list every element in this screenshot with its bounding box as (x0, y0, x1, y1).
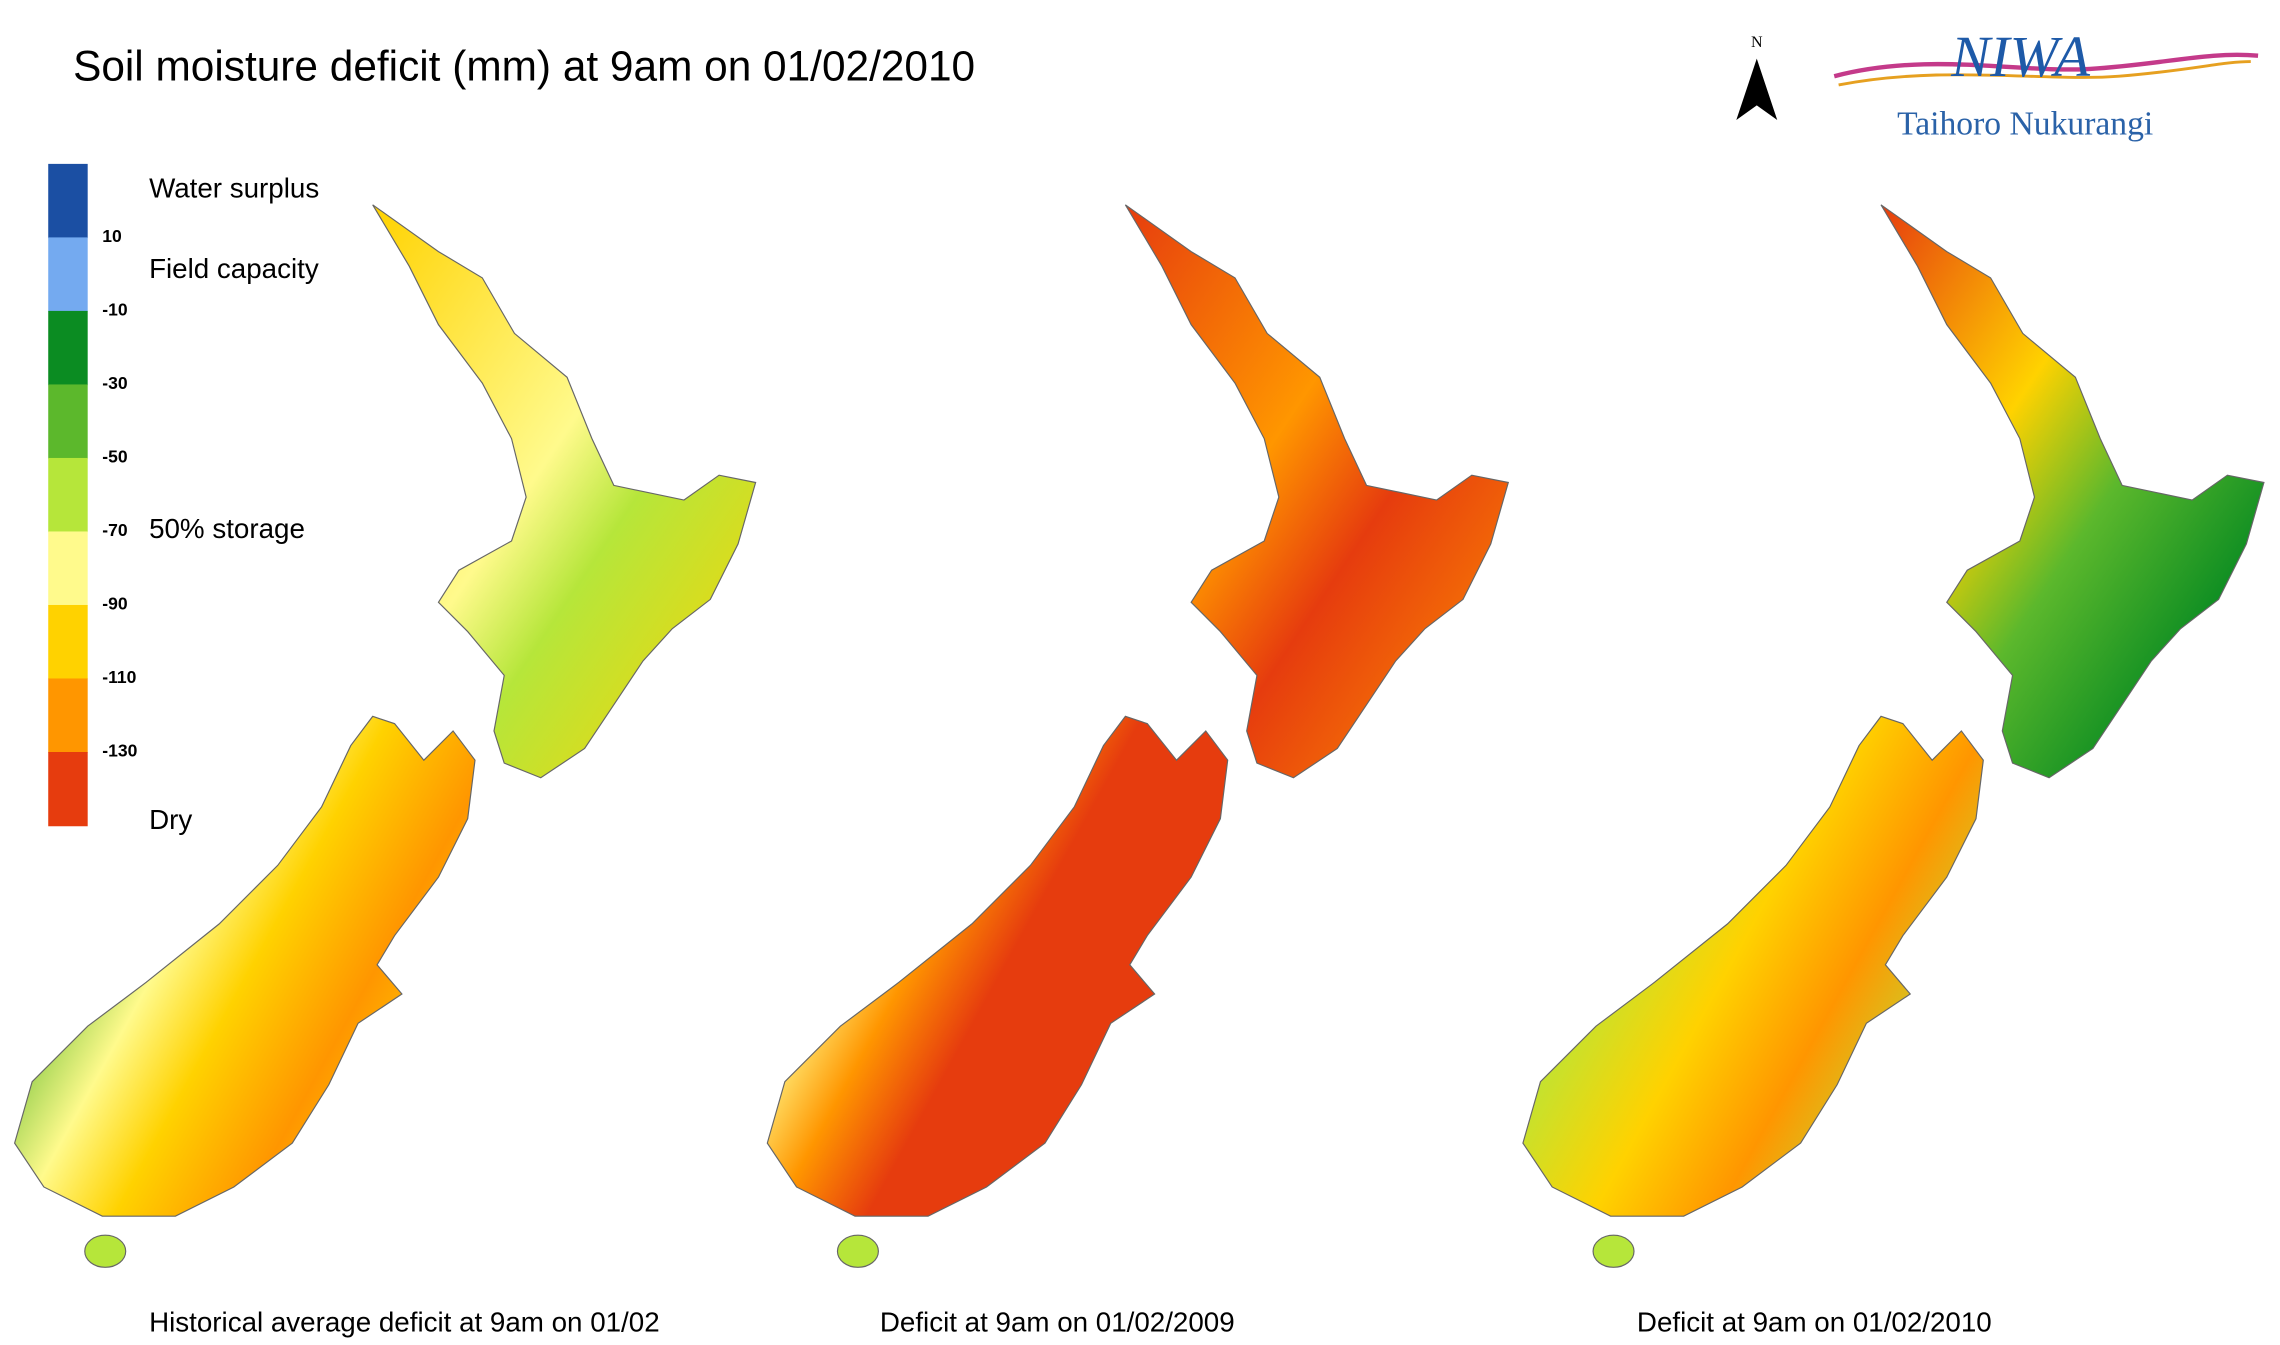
legend-swatch (48, 752, 88, 827)
logo-name: NIWA (1950, 24, 2090, 89)
legend-swatch (48, 384, 88, 459)
legend-tick: 10 (102, 226, 122, 246)
nz-map (13, 204, 757, 1268)
map-caption: Historical average deficit at 9am on 01/… (149, 1307, 660, 1338)
legend-label: Water surplus (149, 173, 319, 204)
title: Soil moisture deficit (mm) at 9am on 01/… (73, 43, 975, 90)
map-caption: Deficit at 9am on 01/02/2009 (880, 1307, 1235, 1338)
nz-map (1522, 204, 2265, 1268)
south-island (13, 715, 476, 1217)
legend-swatch (48, 310, 88, 386)
south-island (1522, 715, 1984, 1217)
legend-swatch (48, 237, 88, 312)
legend-label: Dry (149, 804, 192, 835)
logo-subtitle: Taihoro Nukurangi (1897, 106, 2153, 143)
maps: Historical average deficit at 9am on 01/… (13, 204, 2265, 1338)
legend-tick: -110 (102, 667, 136, 687)
legend-swatch (48, 604, 88, 680)
south-island (766, 715, 1229, 1217)
legend-swatch (48, 531, 88, 606)
north-island (372, 204, 757, 779)
legend-label: Field capacity (149, 253, 319, 284)
legend-tick: -50 (102, 447, 128, 467)
logo-swoosh (1838, 60, 2251, 87)
north-island (1880, 204, 2265, 779)
nz-map (766, 204, 1510, 1268)
legend-swatch (48, 163, 88, 239)
logo: N NIWA Taihoro Nukurangi (1736, 24, 2259, 143)
legend-swatch (48, 457, 88, 533)
north-island (1124, 204, 1510, 779)
north-label: N (1751, 34, 1763, 51)
legend-label: 50% storage (149, 513, 305, 544)
legend-tick: -30 (102, 373, 128, 393)
legend-tick: -130 (102, 741, 137, 761)
stewart-island (836, 1234, 879, 1268)
legend-tick: -10 (102, 300, 128, 320)
stewart-island (1592, 1234, 1635, 1268)
legend-swatch (48, 678, 88, 753)
legend-tick: -70 (102, 520, 128, 540)
map-caption: Deficit at 9am on 01/02/2010 (1637, 1307, 1992, 1338)
stewart-island (84, 1234, 127, 1268)
legend-tick: -90 (102, 594, 128, 614)
logo-swoosh (1833, 52, 2259, 79)
legend: 10 -10 -30 -50 -70 -90 -110 -130 Water surplus Fi… (48, 163, 319, 835)
north-arrow (1736, 58, 1778, 121)
